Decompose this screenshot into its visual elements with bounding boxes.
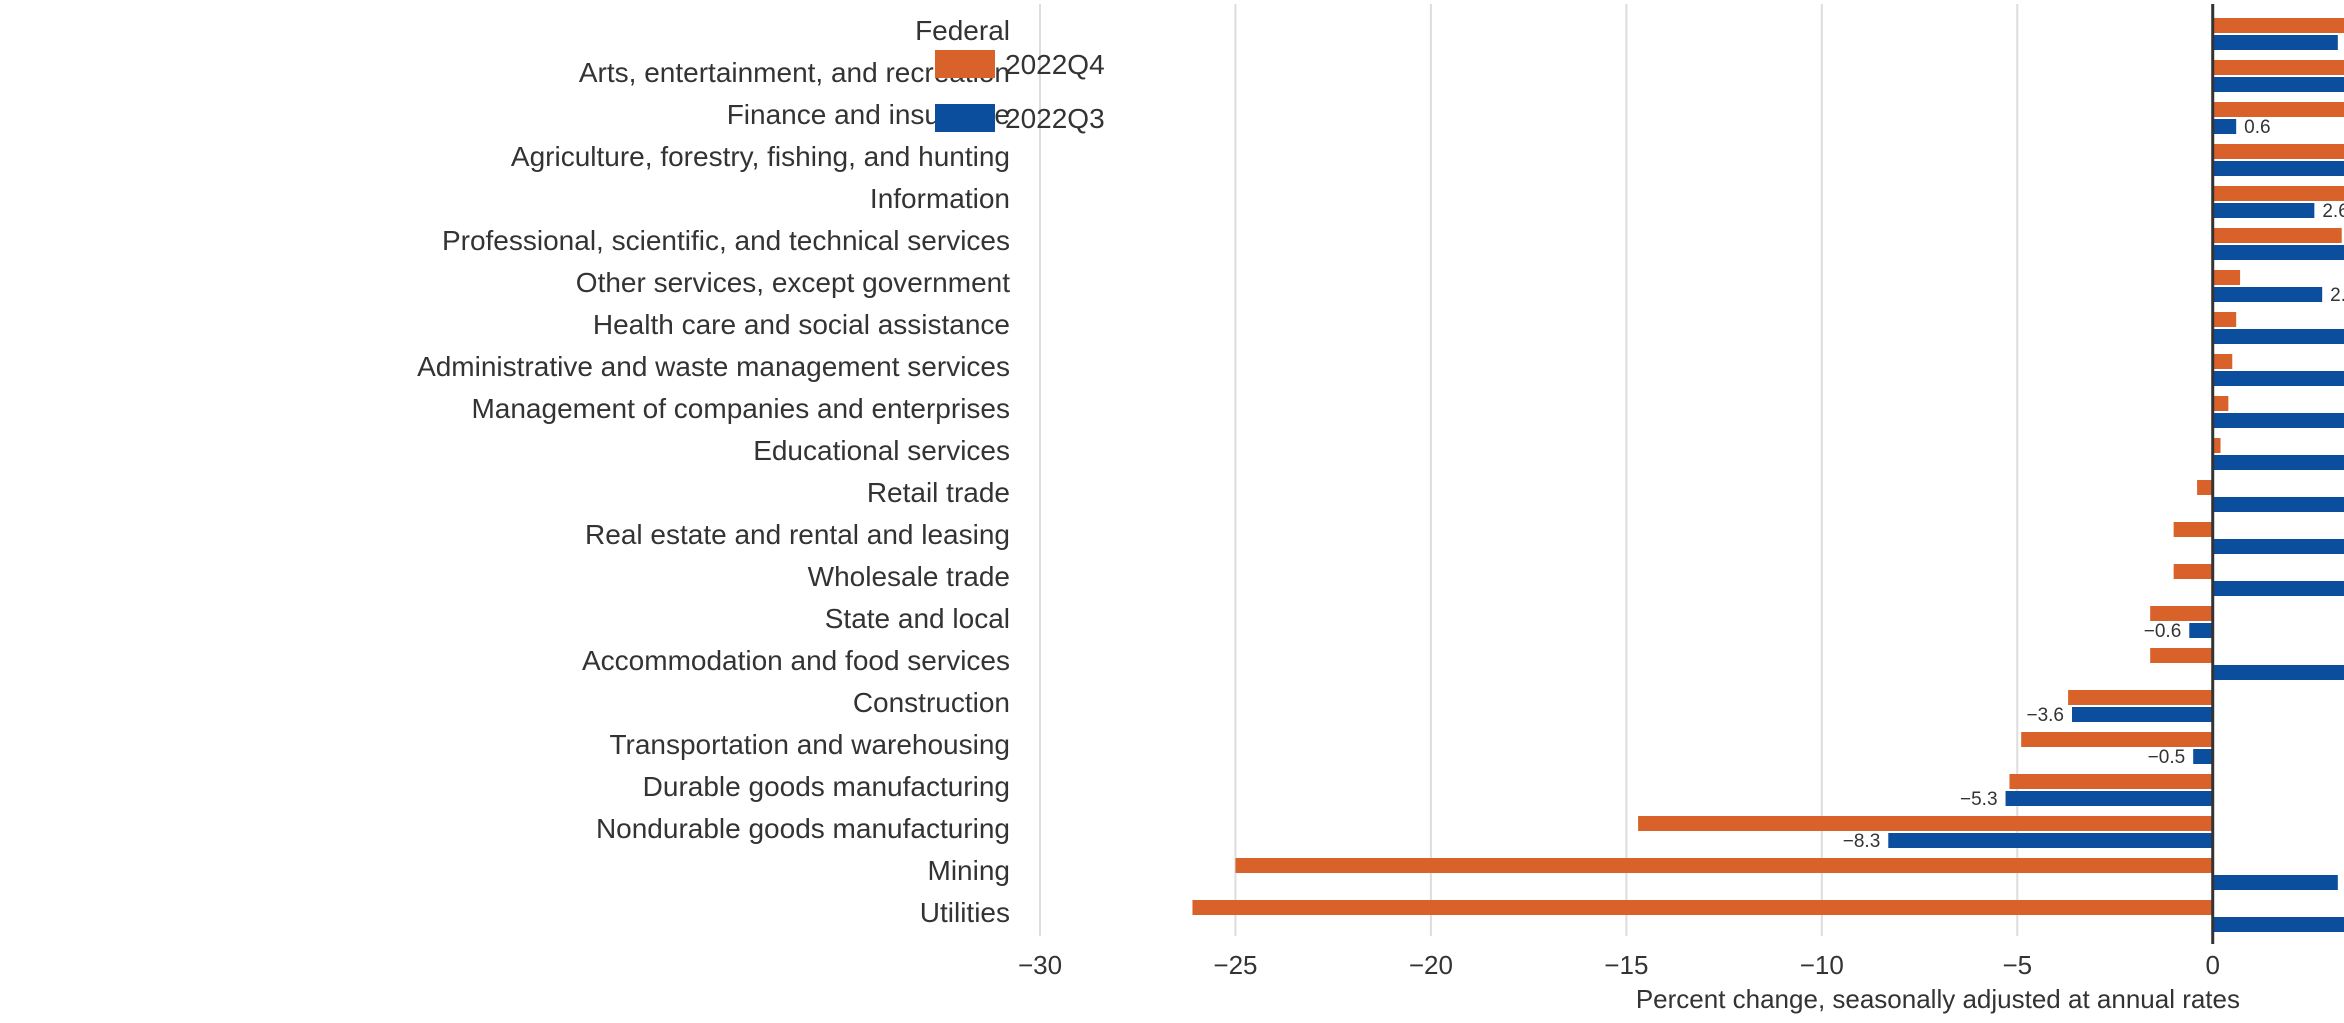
category-label: State and local [825,603,1010,634]
data-label: −5.3 [1960,789,1998,810]
bar [2212,161,2344,176]
x-axis-title: Percent change, seasonally adjusted at a… [1636,984,2240,1014]
bar [1235,858,2213,873]
bar [2212,396,2229,411]
category-label: Retail trade [867,477,1010,508]
value-labels: 3.25.30.66.42.63.82.84.33.75.45.23.87.13… [1843,117,2344,852]
data-label: 0.6 [2244,117,2270,138]
category-label: Administrative and waste management serv… [417,351,1010,382]
category-label: Information [870,183,1010,214]
bar [2005,791,2213,806]
bar [2212,270,2241,285]
legend: 2022Q4 2022Q3 [935,49,1105,134]
bar [2072,707,2213,722]
category-label: Durable goods manufacturing [643,771,1010,802]
bar [2212,186,2344,201]
bar [2212,18,2344,33]
bar [2212,228,2342,243]
bar [2068,690,2213,705]
bar [2021,732,2213,747]
bar [2212,245,2344,260]
x-tick-label: −25 [1213,950,1257,980]
bar [2212,329,2344,344]
bar [2212,497,2344,512]
legend-label: 2022Q3 [1005,103,1105,134]
category-label: Health care and social assistance [593,309,1010,340]
bar [2009,774,2213,789]
category-label: Professional, scientific, and technical … [442,225,1010,256]
bars [1192,18,2344,932]
legend-swatch [935,104,995,132]
category-label: Mining [928,855,1010,886]
bar [2212,581,2344,596]
bar [2150,648,2213,663]
bar [2193,749,2213,764]
bar [2212,413,2344,428]
bar [2189,623,2213,638]
bar [2197,480,2213,495]
data-label: −0.6 [2144,621,2182,642]
category-label: Nondurable goods manufacturing [596,813,1010,844]
bar [2212,455,2344,470]
bar [2212,119,2237,134]
bar [2173,564,2213,579]
category-label: Federal [915,15,1010,46]
category-label: Real estate and rental and leasing [585,519,1010,550]
bar [2212,371,2344,386]
bar [2212,144,2344,159]
bar [2212,102,2344,117]
bar [2212,35,2338,50]
grid-lines [1039,4,2019,936]
bar [2212,875,2338,890]
bar [2150,606,2213,621]
bar [2212,665,2344,680]
category-label: Utilities [920,897,1010,928]
bar [2212,203,2315,218]
data-label: −3.6 [2026,705,2064,726]
data-label: −8.3 [1843,831,1881,852]
category-label: Transportation and warehousing [609,729,1010,760]
bar [1192,900,2213,915]
bar [2212,354,2233,369]
x-tick-label: 0 [2205,950,2219,980]
x-tick-label: −10 [1800,950,1844,980]
data-label: 2.8 [2330,285,2344,306]
bar [2212,438,2221,453]
bar [2212,60,2344,75]
bar [2212,539,2344,554]
data-label: 2.6 [2322,201,2344,222]
category-label: Accommodation and food services [582,645,1010,676]
category-label: Construction [853,687,1010,718]
bar [2212,312,2237,327]
legend-swatch [935,50,995,78]
category-label: Educational services [753,435,1010,466]
category-label: Management of companies and enterprises [471,393,1010,424]
legend-label: 2022Q4 [1005,49,1105,80]
data-label: −0.5 [2148,747,2186,768]
bar [2212,917,2344,932]
x-tick-label: −5 [2002,950,2032,980]
bar [2212,287,2323,302]
x-tick-label: −30 [1018,950,1062,980]
x-axis-ticks: −30 −25 −20 −15 −10 −5 0 [1018,950,2220,980]
x-tick-label: −20 [1409,950,1453,980]
bar [1888,833,2213,848]
category-label: Other services, except government [576,267,1010,298]
x-tick-label: −15 [1604,950,1648,980]
bar [2173,522,2213,537]
category-label: Wholesale trade [808,561,1010,592]
bar [2212,77,2344,92]
bar [1638,816,2213,831]
category-label: Agriculture, forestry, fishing, and hunt… [511,141,1010,172]
